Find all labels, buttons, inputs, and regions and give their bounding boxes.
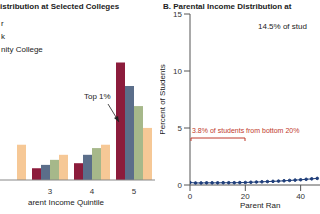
svg-text:4: 4 — [90, 187, 95, 194]
svg-text:10: 10 — [173, 67, 182, 76]
svg-text:40: 40 — [296, 192, 305, 201]
svg-text:0: 0 — [188, 192, 193, 201]
svg-text:20: 20 — [241, 192, 250, 201]
html-text:3.8% of students from bottom 2: 3.8% of students from bottom 20% — [192, 127, 300, 134]
html-text:arent Income Quintile: arent Income Quintile — [28, 198, 104, 207]
html-text:istribution at Selected Colleg: istribution at Selected Colleges — [0, 2, 120, 11]
html-text:nity College: nity College — [1, 45, 43, 54]
html-text:Top 1%: Top 1% — [84, 92, 111, 101]
svg-text:15: 15 — [173, 10, 182, 19]
html-text:B. Parental Income Distributio: B. Parental Income Distribution at — [163, 2, 292, 11]
html-text:14.5% of stud: 14.5% of stud — [258, 22, 307, 31]
html-text:k: k — [1, 32, 5, 41]
html-text:Parent Ran: Parent Ran — [240, 201, 281, 210]
svg-text:0: 0 — [178, 181, 183, 190]
svg-text:5: 5 — [178, 124, 183, 133]
html-text:r: r — [1, 19, 4, 28]
svg-text:3: 3 — [48, 187, 53, 194]
svg-text:Percent of Students: Percent of Students — [160, 64, 167, 134]
svg-text:5: 5 — [132, 187, 137, 194]
